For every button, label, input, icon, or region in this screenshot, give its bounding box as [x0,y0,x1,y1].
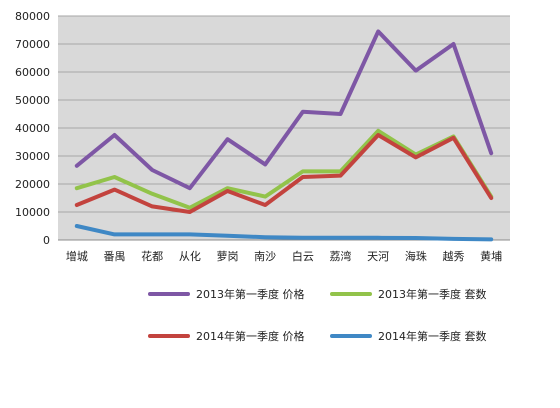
legend-item: 2014年第一季度 价格 [148,328,305,344]
data-point [452,136,455,140]
data-point [75,203,79,207]
series-lines [74,29,494,242]
series-line-3 [74,133,494,214]
series-line-1 [74,29,494,191]
y-tick-label: 0 [43,234,50,247]
data-point [150,168,154,172]
series-line-4 [74,224,494,242]
y-tick-label: 20000 [15,178,50,191]
data-point [301,175,305,179]
data-point [263,235,267,239]
x-tick-label: 花都 [141,250,163,263]
legend-item: 2013年第一季度 价格 [148,286,305,302]
legend-swatch [148,334,190,338]
data-point [376,29,380,33]
data-point [376,236,380,240]
x-tick-label: 黄埔 [480,249,502,263]
data-point [188,206,192,210]
data-point [489,237,493,241]
legend-label: 2014年第一季度 价格 [196,330,305,343]
data-point [414,155,418,159]
data-point [150,232,154,236]
y-tick-label: 10000 [15,206,50,219]
data-point [263,203,267,207]
legend-label: 2013年第一季度 价格 [196,288,305,301]
x-tick-label: 增城 [66,249,88,263]
x-tick-label: 南沙 [254,250,276,263]
data-point [339,236,342,240]
legend-item: 2014年第一季度 套数 [330,328,487,344]
x-tick-label: 天河 [367,250,389,263]
data-point [75,164,79,168]
data-point [263,195,267,199]
y-axis-ticks: 0 10000 20000 30000 40000 50000 60000 70000 8000… [15,10,50,247]
data-point [301,110,305,114]
y-tick-label: 30000 [15,150,50,163]
data-point [113,232,116,236]
data-point [226,186,229,190]
data-point [113,133,116,137]
x-tick-label: 萝岗 [217,250,239,263]
data-point [489,151,493,155]
x-tick-label: 海珠 [405,249,427,263]
data-point [75,186,79,190]
series-line-2 [74,128,494,210]
legend-label: 2013年第一季度 套数 [378,288,487,301]
data-point [376,133,380,137]
data-point [452,42,455,46]
data-point [339,174,342,178]
y-tick-label: 40000 [15,122,50,135]
data-point [75,224,79,228]
data-point [414,236,418,240]
legend-item: 2013年第一季度 套数 [330,286,487,302]
data-point [188,210,192,214]
data-point [226,137,229,141]
data-point [150,192,154,196]
legend-label: 2014年第一季度 套数 [378,330,487,343]
data-point [263,162,267,166]
data-point [113,175,116,179]
x-axis-ticks: 增城 番禺 花都 从化 萝岗 南沙 白云 荔湾 天河 海珠 越秀 黄埔 [66,249,502,263]
x-tick-label: 越秀 [443,249,465,263]
y-tick-label: 80000 [15,10,50,23]
x-tick-label: 荔湾 [330,249,352,263]
legend-swatch [330,292,372,296]
data-point [339,112,342,116]
data-point [113,188,116,192]
legend-swatch [330,334,372,338]
data-point [188,232,192,236]
legend-swatch [148,292,190,296]
data-point [452,237,455,241]
y-tick-label: 60000 [15,66,50,79]
y-tick-label: 70000 [15,38,50,51]
x-tick-label: 白云 [292,249,314,263]
y-tick-label: 50000 [15,94,50,107]
data-point [188,186,192,190]
x-tick-label: 番禺 [104,250,126,263]
x-tick-label: 从化 [179,249,201,263]
data-point [376,129,380,133]
data-point [226,234,229,238]
data-point [226,189,229,193]
data-point [489,196,493,200]
data-point [301,169,305,173]
data-point [150,204,154,208]
data-point [301,236,305,240]
data-point [414,69,418,73]
